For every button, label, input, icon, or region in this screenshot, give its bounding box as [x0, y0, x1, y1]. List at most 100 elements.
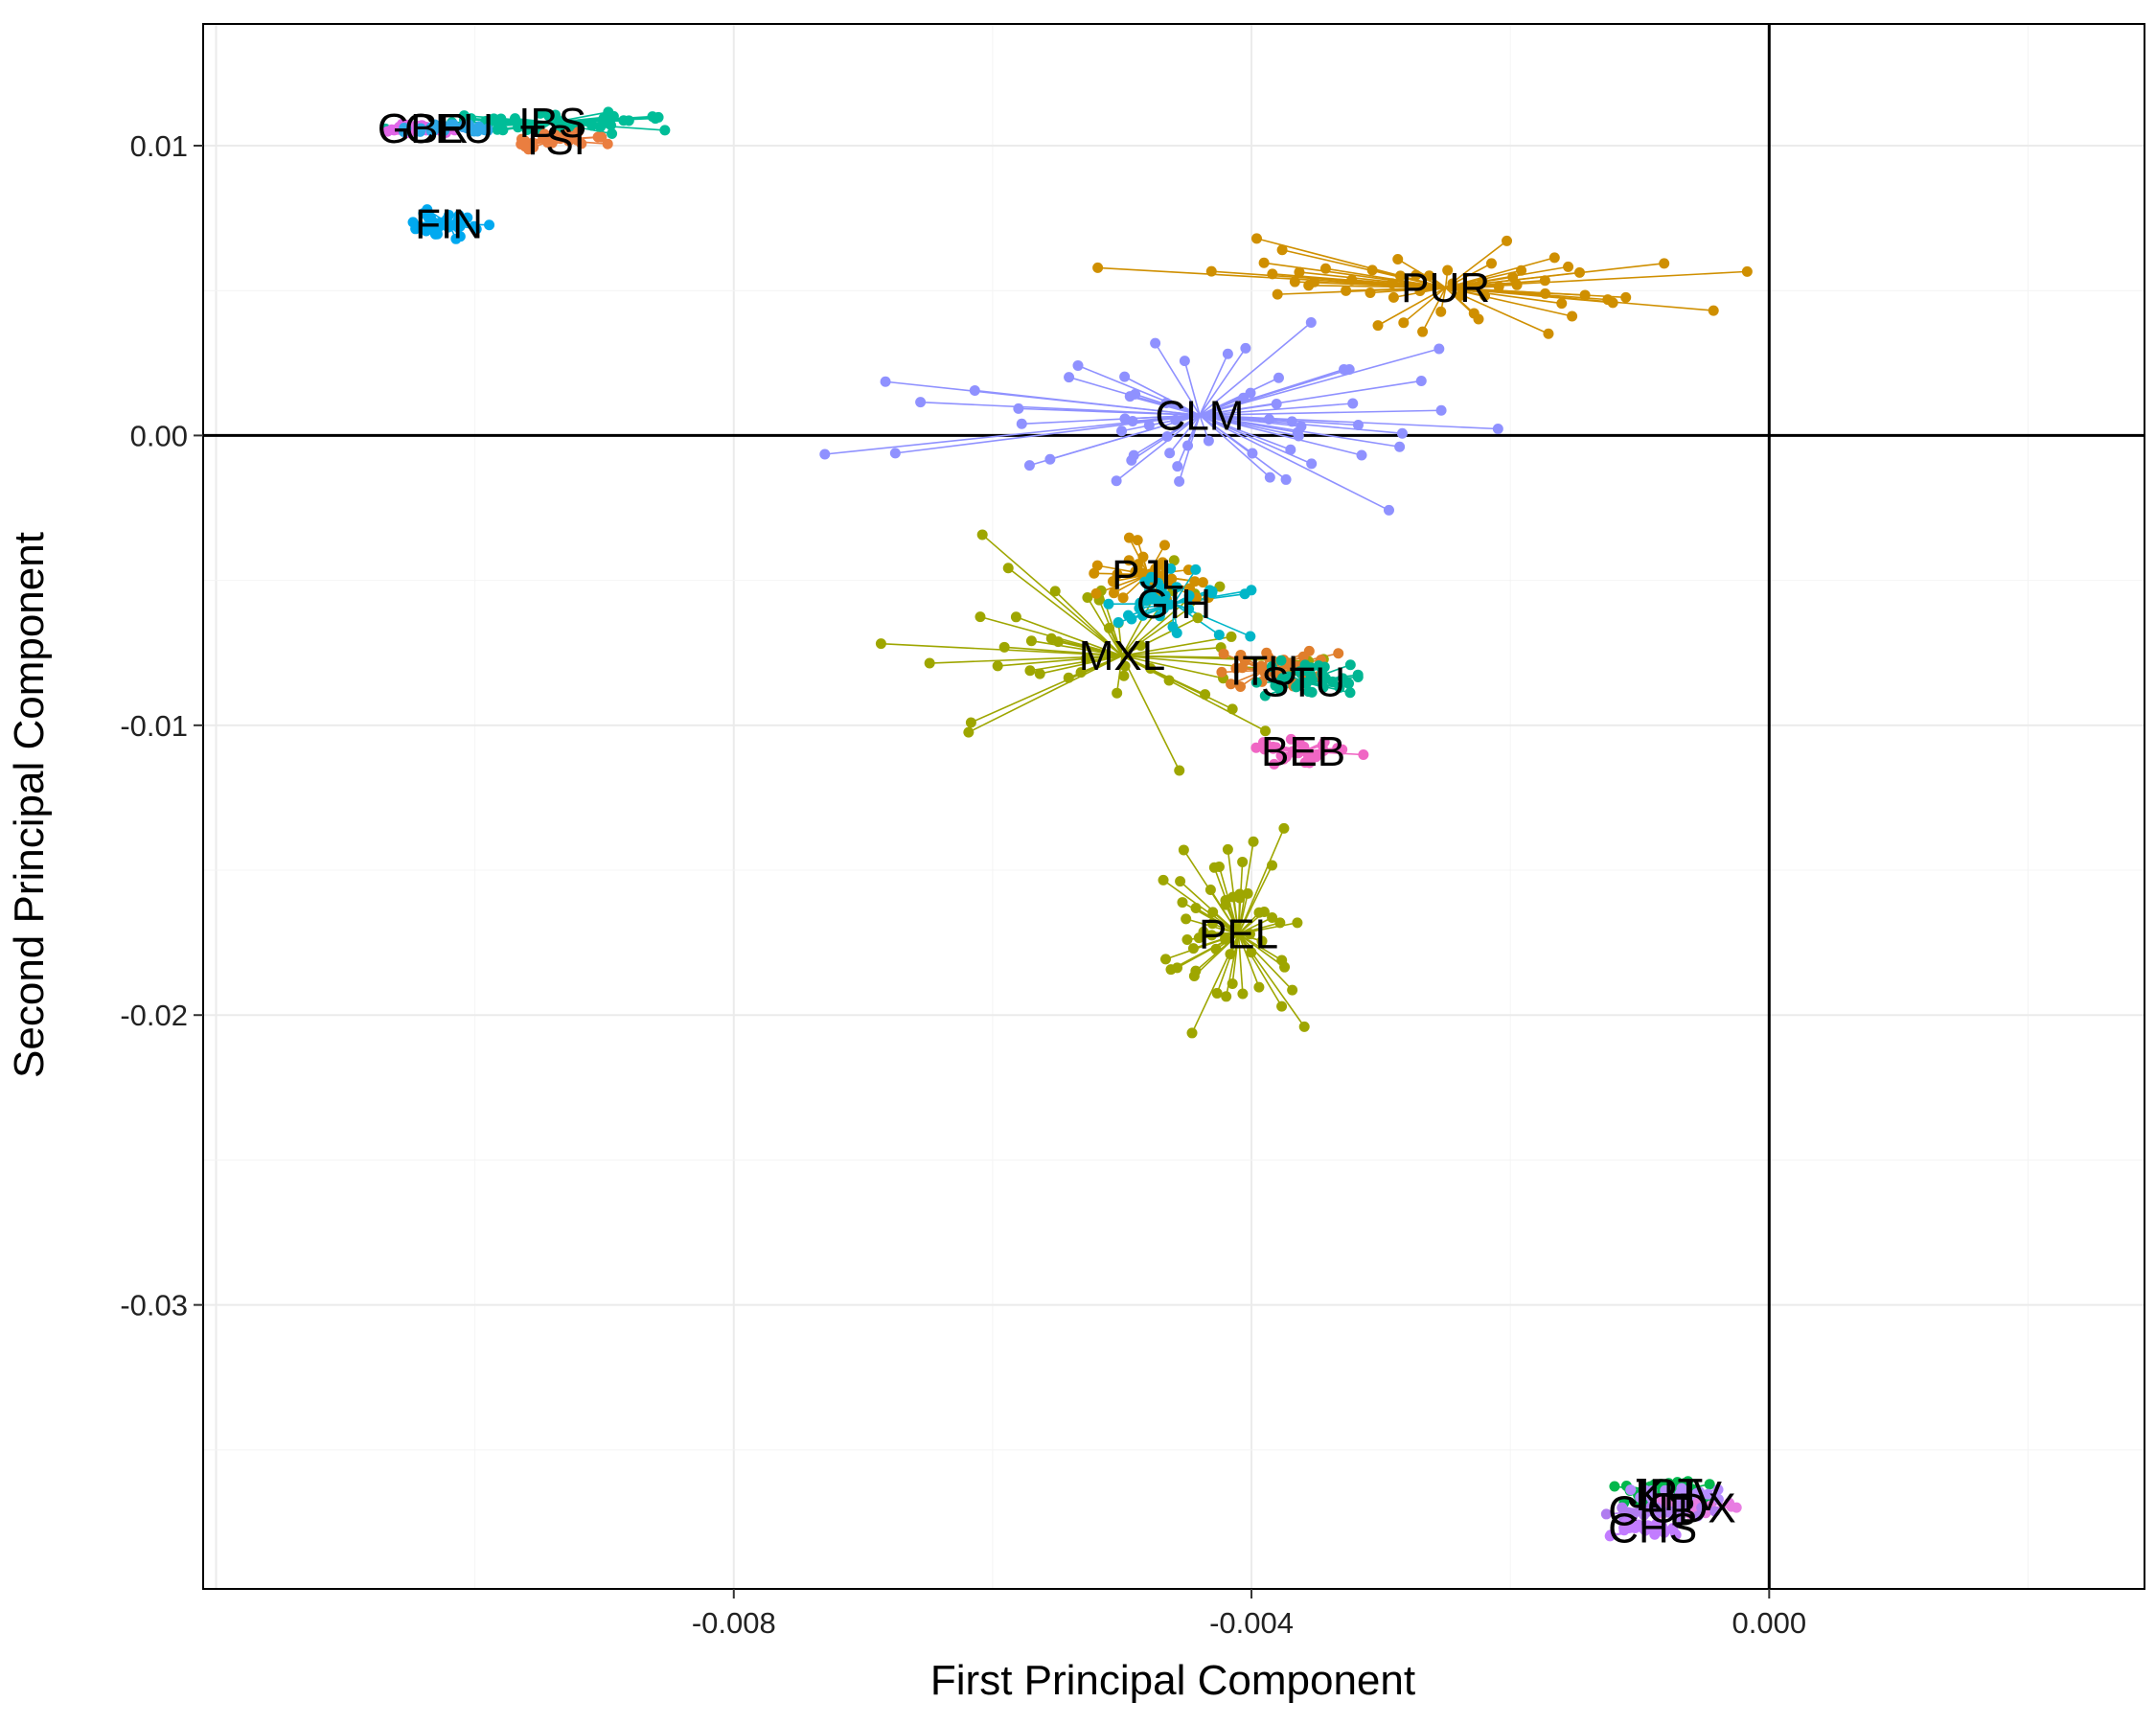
data-point: [1285, 733, 1296, 745]
series-line: [1007, 567, 1123, 656]
data-point: [1200, 689, 1211, 701]
data-point: [1214, 581, 1226, 592]
data-point: [1708, 305, 1719, 316]
series-line: [1199, 321, 1312, 416]
series-points-fin: [407, 204, 495, 244]
data-point: [1192, 612, 1204, 624]
series-line: [1121, 655, 1181, 771]
series-line: [1369, 287, 1446, 294]
data-point: [563, 135, 575, 147]
data-point: [1347, 398, 1359, 409]
data-point: [1260, 737, 1272, 748]
series-line: [1216, 933, 1240, 994]
series-line: [968, 655, 1123, 733]
data-point: [1511, 279, 1523, 290]
data-point: [1411, 269, 1422, 281]
data-point: [1625, 1517, 1637, 1529]
data-point: [1226, 631, 1237, 642]
data-point: [1166, 573, 1178, 585]
data-point: [1211, 987, 1223, 999]
data-point: [439, 217, 450, 228]
data-point: [1159, 954, 1171, 965]
data-point: [1250, 677, 1262, 688]
data-point: [606, 120, 617, 131]
data-point: [1298, 1021, 1310, 1032]
group-label-gbr: GBR: [378, 105, 469, 152]
data-point: [915, 397, 927, 408]
data-point: [1344, 659, 1356, 671]
data-point: [592, 131, 604, 143]
data-point: [1681, 1498, 1692, 1509]
data-point: [1567, 310, 1578, 322]
data-point: [1625, 1484, 1637, 1496]
data-point: [1225, 949, 1236, 960]
data-point: [1174, 765, 1185, 776]
data-point: [1258, 257, 1270, 268]
y-tick-label: 0.00: [130, 419, 188, 452]
series-points-chs: [1604, 1517, 1682, 1542]
data-point: [975, 611, 986, 623]
data-point: [1253, 981, 1265, 993]
data-point: [1063, 672, 1074, 683]
group-label-pel: PEL: [1199, 911, 1278, 958]
series-points-stu: [1250, 655, 1364, 702]
data-point: [1171, 628, 1182, 639]
data-point: [1516, 264, 1527, 276]
data-point: [1492, 423, 1503, 434]
data-point: [423, 224, 434, 236]
data-point: [1286, 416, 1297, 427]
data-point: [1132, 535, 1143, 546]
series-points-beb: [1250, 733, 1369, 770]
data-point: [880, 376, 891, 387]
data-point: [969, 384, 980, 396]
series-line: [1199, 397, 1244, 416]
data-point: [1238, 392, 1250, 403]
data-point: [1186, 1027, 1198, 1039]
data-point: [1372, 320, 1384, 332]
data-point: [1293, 430, 1304, 442]
data-point: [1052, 636, 1064, 648]
data-point: [976, 529, 988, 540]
series-line: [1077, 364, 1201, 416]
data-point: [509, 113, 520, 125]
series-points-gih: [1103, 563, 1257, 642]
data-point: [1620, 291, 1632, 303]
data-point: [1245, 631, 1256, 642]
data-point: [513, 122, 524, 133]
data-point: [1337, 744, 1348, 755]
data-point: [516, 138, 527, 150]
data-point: [1306, 458, 1318, 470]
data-point: [1130, 566, 1141, 578]
series-line: [1169, 414, 1201, 454]
data-point: [1447, 278, 1458, 289]
group-label-ibs: IBS: [518, 100, 586, 147]
data-point: [1244, 929, 1255, 940]
data-point: [1318, 681, 1329, 693]
data-point: [608, 110, 619, 122]
y-tick-label: 0.01: [130, 129, 188, 163]
data-point: [1650, 1521, 1662, 1532]
series-line: [1121, 655, 1224, 679]
data-point: [1434, 343, 1445, 355]
data-point: [1123, 555, 1135, 566]
series-line: [1237, 933, 1260, 988]
data-point: [1307, 674, 1319, 685]
series-line: [1154, 342, 1201, 416]
data-point: [1139, 576, 1151, 587]
data-point: [1704, 1479, 1715, 1490]
data-point: [1579, 289, 1591, 301]
y-tick-label: -0.02: [120, 999, 188, 1032]
x-axis-title: First Principal Component: [930, 1657, 1415, 1704]
data-point: [1271, 398, 1282, 409]
data-point: [1712, 1484, 1724, 1495]
data-point: [1502, 235, 1513, 246]
data-point: [1435, 404, 1447, 416]
data-point: [454, 231, 466, 242]
data-point: [1034, 668, 1045, 679]
group-label-beb: BEB: [1261, 728, 1345, 775]
series-line: [1117, 622, 1123, 656]
data-point: [1072, 359, 1084, 371]
data-point: [1203, 435, 1214, 447]
